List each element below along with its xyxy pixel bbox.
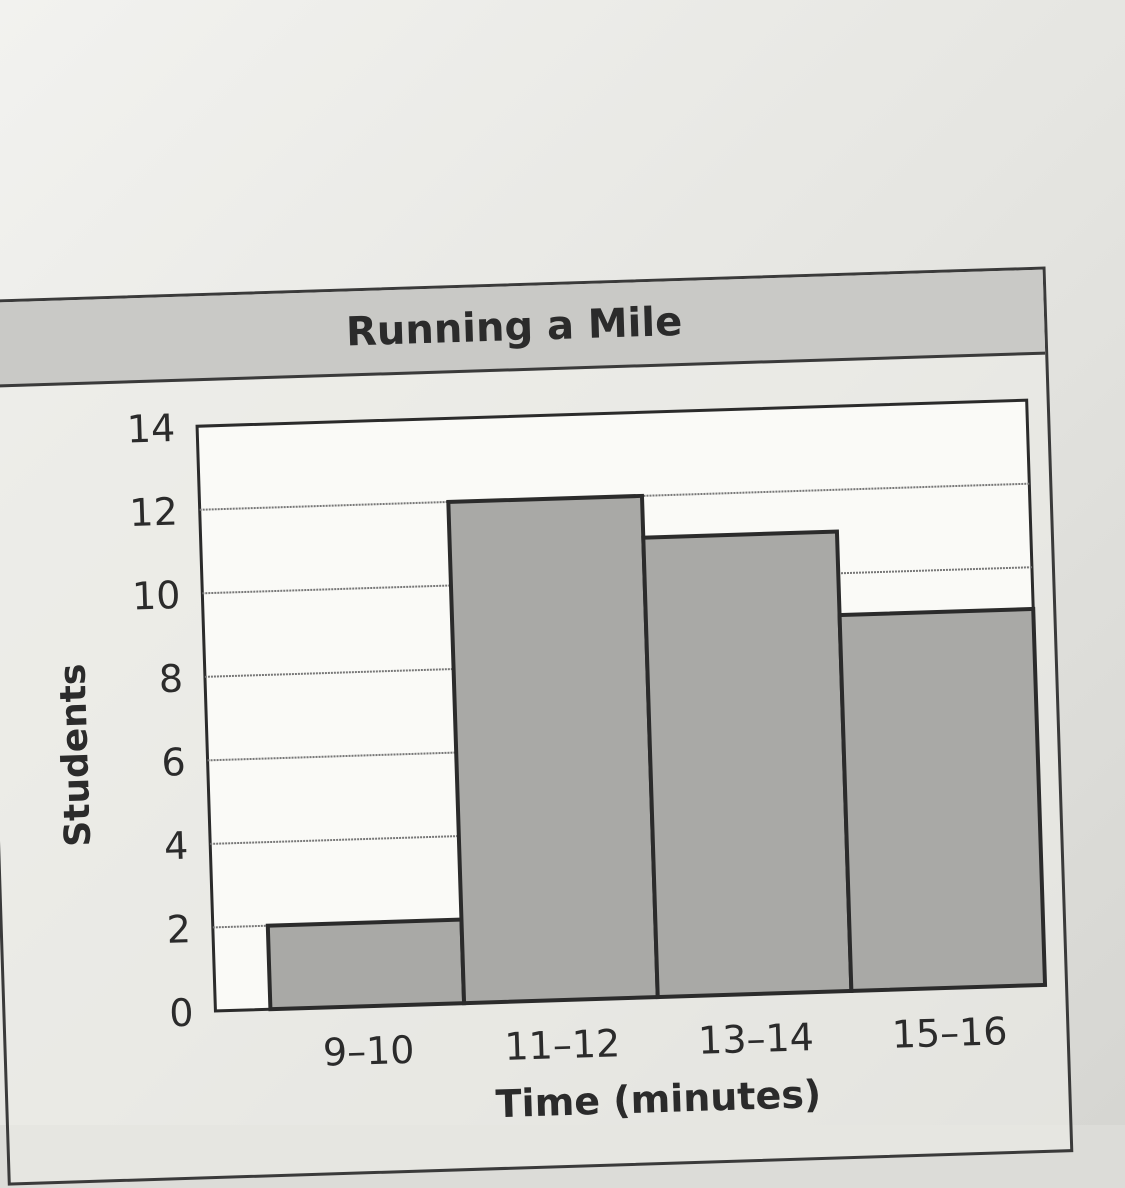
- bar-13–14: [641, 529, 854, 1000]
- histogram: 0 2 4 6 8 10 12 14 9–10 11–12 13–14 15–16 Students Ti…: [52, 398, 1048, 1126]
- x-tick-label: 11–12: [504, 1021, 621, 1069]
- x-axis-label: Time (minutes): [495, 1072, 822, 1126]
- y-tick-label: 0: [169, 991, 195, 1036]
- y-tick-label: 10: [131, 573, 181, 618]
- y-tick-label: 12: [129, 489, 179, 534]
- bar-15–16: [837, 606, 1048, 994]
- y-tick-label: 14: [126, 406, 176, 451]
- y-tick-label: 4: [163, 824, 189, 869]
- y-tick-label: 2: [166, 907, 192, 952]
- x-tick-label: 13–14: [697, 1015, 814, 1063]
- chart-frame: Running a Mile 0 2 4 6 8 10 12 14 9–10 11–12 13–14…: [0, 266, 1074, 1186]
- x-tick-label: 9–10: [322, 1028, 415, 1075]
- y-tick-label: 8: [158, 657, 184, 702]
- x-tick-label: 15–16: [891, 1009, 1008, 1057]
- bar-9–10: [265, 917, 467, 1012]
- bar-11–12: [446, 493, 660, 1006]
- y-axis-label: Students: [52, 663, 99, 847]
- y-tick-label: 6: [161, 740, 187, 785]
- chart-title: Running a Mile: [345, 298, 683, 356]
